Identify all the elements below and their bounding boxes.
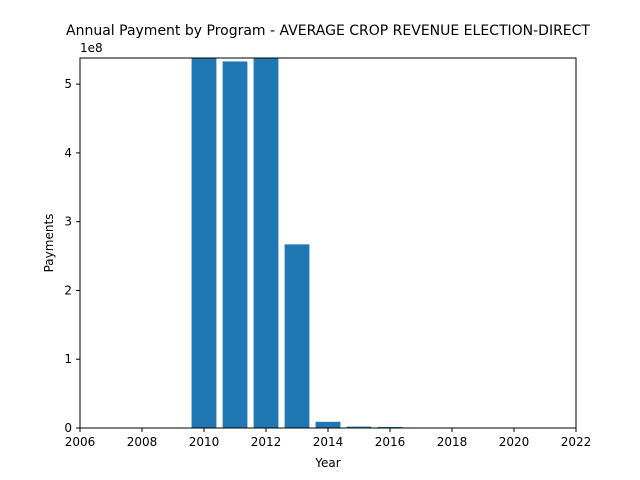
y-tick-label: 1 [64,352,72,366]
y-tick-label: 5 [64,77,72,91]
bar-2011 [222,61,248,429]
x-axis-label: Year [314,456,340,470]
y-tick-label: 3 [64,215,72,229]
axes-frame [79,57,577,429]
y-tick-label: 4 [64,146,72,160]
y-offset-label: 1e8 [80,41,103,55]
x-tick-label: 2018 [437,435,468,449]
x-tick-label: 2006 [65,435,96,449]
y-ticks: 0 1 2 3 4 5 [64,77,80,435]
bar-2014 [315,421,341,428]
y-axis-label: Payments [42,214,56,273]
bar-2013 [284,244,310,428]
y-tick-label: 2 [64,283,72,297]
x-tick-label: 2010 [189,435,220,449]
bar-2012 [253,58,279,428]
bar-2016 [377,426,403,428]
x-tick-label: 2014 [313,435,344,449]
bars [191,58,403,429]
x-tick-label: 2020 [499,435,530,449]
x-ticks: 2006 2008 2010 2012 2014 2016 2018 2020 2022 [65,428,592,449]
bar-2015 [346,426,372,428]
x-tick-label: 2008 [127,435,158,449]
x-tick-label: 2022 [561,435,592,449]
x-tick-label: 2016 [375,435,406,449]
bar-2010 [191,58,217,428]
y-tick-label: 0 [64,421,72,435]
chart-title: Annual Payment by Program - AVERAGE CROP… [66,23,590,39]
x-tick-label: 2012 [251,435,282,449]
